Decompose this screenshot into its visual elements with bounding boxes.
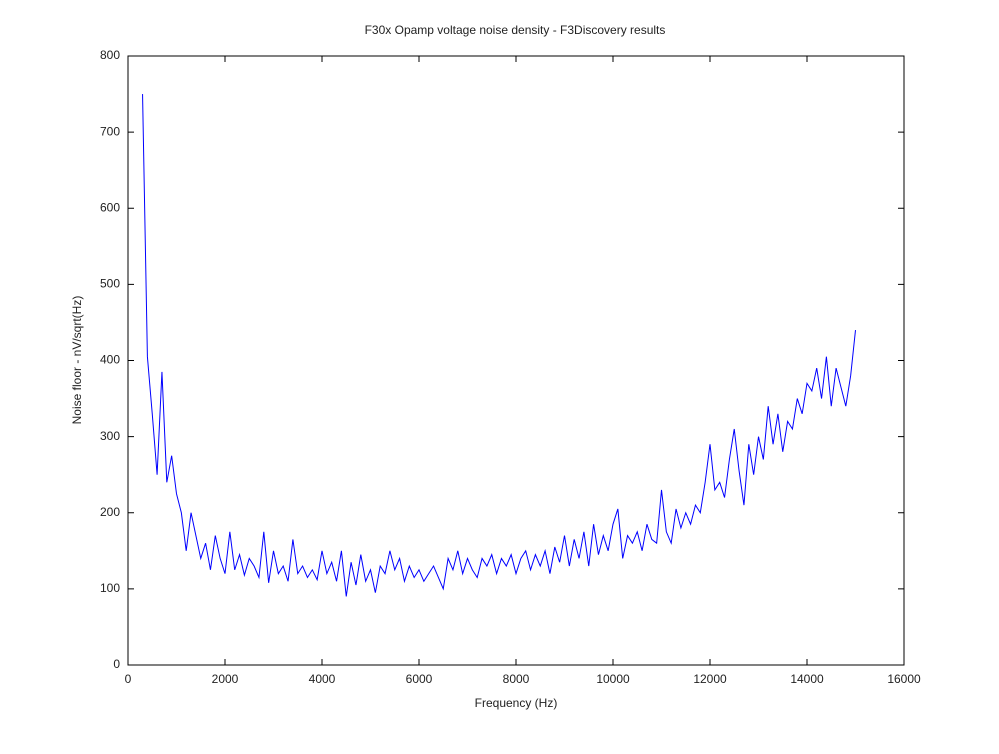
chart-title: F30x Opamp voltage noise density - F3Dis…	[365, 23, 666, 37]
x-tick-label: 2000	[212, 672, 239, 686]
y-tick-label: 200	[100, 505, 120, 519]
y-tick-label: 500	[100, 277, 120, 291]
y-tick-label: 600	[100, 200, 120, 214]
x-tick-label: 8000	[503, 672, 530, 686]
x-tick-label: 6000	[406, 672, 433, 686]
x-tick-label: 14000	[790, 672, 824, 686]
y-axis-label: Noise floor - nV/sqrt(Hz)	[70, 296, 84, 425]
x-tick-label: 10000	[596, 672, 630, 686]
y-tick-label: 0	[113, 657, 120, 671]
y-tick-label: 100	[100, 581, 120, 595]
y-tick-label: 700	[100, 124, 120, 138]
x-tick-label: 4000	[309, 672, 336, 686]
data-line	[142, 94, 856, 597]
y-tick-label: 300	[100, 429, 120, 443]
x-tick-label: 0	[125, 672, 132, 686]
y-tick-label: 400	[100, 353, 120, 367]
x-tick-label: 12000	[693, 672, 727, 686]
x-axis-label: Frequency (Hz)	[475, 696, 558, 710]
x-tick-label: 16000	[887, 672, 921, 686]
y-tick-label: 800	[100, 48, 120, 62]
